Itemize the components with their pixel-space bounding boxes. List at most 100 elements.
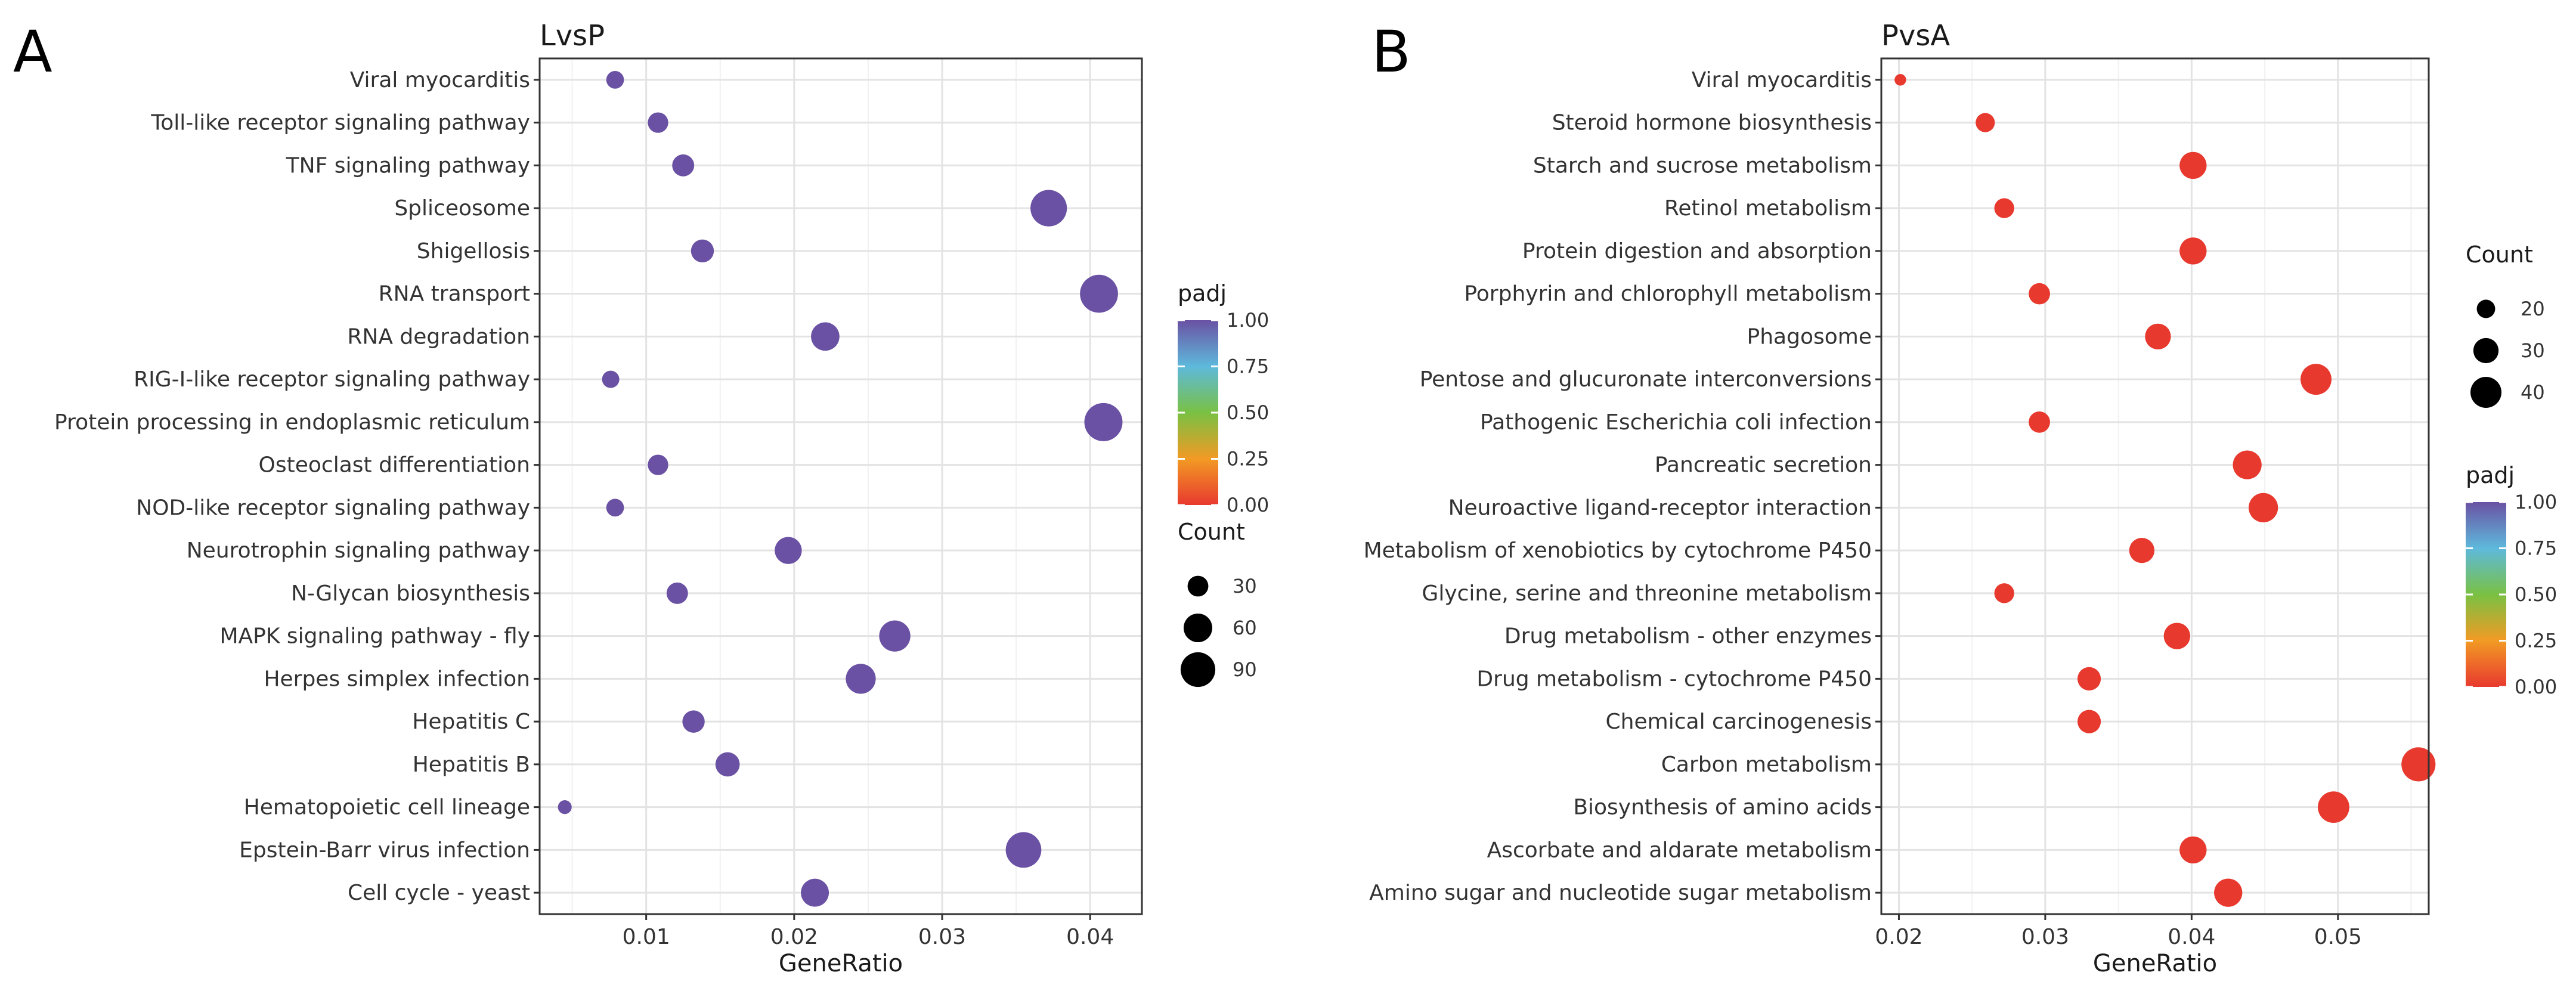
point-nod-like-receptor-signaling-pathway[interactable] [606, 498, 624, 517]
size-legend-key [2470, 377, 2501, 408]
category-label-glycine-serine-and-threonine-metabolism: Glycine, serine and threonine metabolism [1422, 581, 1872, 606]
point-neurotrophin-signaling-pathway[interactable] [775, 537, 802, 564]
size-legend-label: 20 [2521, 298, 2545, 320]
category-label-pathogenic-escherichia-coli-infection: Pathogenic Escherichia coli infection [1480, 410, 1872, 435]
panel-border [538, 57, 1143, 915]
point-rna-transport[interactable] [1080, 274, 1118, 313]
size-legend-title: Count [2466, 241, 2533, 268]
point-mapk-signaling-pathway-fly[interactable] [879, 620, 911, 652]
category-label-shigellosis: Shigellosis [417, 239, 530, 264]
category-label-rna-degradation: RNA degradation [347, 324, 530, 349]
color-legend-title: padj [1178, 280, 1227, 306]
point-retinol-metabolism[interactable] [1994, 198, 2014, 218]
category-label-hepatitis-c: Hepatitis C [412, 710, 530, 734]
size-legend-key [1187, 575, 1209, 597]
category-label-protein-digestion-and-absorption: Protein digestion and absorption [1522, 239, 1872, 264]
point-phagosome[interactable] [2145, 323, 2171, 350]
colorbar-tick-label: 0.00 [2515, 676, 2557, 698]
category-label-tnf-signaling-pathway: TNF signaling pathway [286, 153, 530, 178]
size-legend-key [2473, 337, 2499, 364]
colorbar-tick-label: 0.75 [1227, 355, 1269, 378]
size-legend-key [1180, 652, 1216, 688]
point-drug-metabolism-cytochrome-p450[interactable] [2077, 667, 2101, 690]
point-porphyrin-and-chlorophyll-metabolism[interactable] [2029, 283, 2050, 305]
panel-b: B PvsA Viral myocarditis Steroid hormone bi… [1364, 18, 2558, 977]
point-protein-digestion-and-absorption[interactable] [2179, 237, 2207, 265]
category-label-viral-myocarditis: Viral myocarditis [1692, 68, 1872, 92]
point-pancreatic-secretion[interactable] [2233, 450, 2262, 479]
category-label-herpes-simplex-infection: Herpes simplex infection [264, 667, 530, 691]
panel-border [1880, 57, 2430, 915]
point-osteoclast-differentiation[interactable] [648, 454, 668, 475]
plot-background [540, 58, 1142, 914]
category-label-protein-processing-in-endoplasmic-reticulum: Protein processing in endoplasmic reticu… [54, 410, 530, 435]
point-tnf-signaling-pathway[interactable] [672, 154, 695, 176]
x-tick-label: 0.03 [2021, 925, 2069, 949]
point-neuroactive-ligand-receptor-interaction[interactable] [2249, 493, 2278, 522]
category-label-epstein-barr-virus-infection: Epstein-Barr virus infection [239, 838, 530, 862]
category-label-osteoclast-differentiation: Osteoclast differentiation [259, 453, 530, 478]
point-herpes-simplex-infection[interactable] [846, 664, 876, 694]
point-rig-i-like-receptor-signaling-pathway[interactable] [602, 370, 620, 388]
category-label-steroid-hormone-biosynthesis: Steroid hormone biosynthesis [1552, 111, 1872, 135]
point-amino-sugar-and-nucleotide-sugar-metabolism[interactable] [2214, 878, 2243, 907]
point-shigellosis[interactable] [691, 239, 714, 263]
category-label-carbon-metabolism: Carbon metabolism [1661, 753, 1872, 777]
point-drug-metabolism-other-enzymes[interactable] [2163, 623, 2191, 649]
point-protein-processing-in-endoplasmic-reticulum[interactable] [1084, 402, 1123, 441]
category-label-starch-and-sucrose-metabolism: Starch and sucrose metabolism [1533, 153, 1872, 178]
panel-title: PvsA [1881, 19, 1950, 52]
size-legend-label: 60 [1233, 617, 1257, 639]
point-glycine-serine-and-threonine-metabolism[interactable] [1994, 583, 2014, 603]
category-label-hematopoietic-cell-lineage: Hematopoietic cell lineage [244, 795, 530, 820]
point-cell-cycle-yeast[interactable] [801, 878, 829, 907]
plot-background [1881, 58, 2429, 914]
category-label-cell-cycle-yeast: Cell cycle - yeast [348, 881, 530, 905]
category-label-rig-i-like-receptor-signaling-pathway: RIG-I-like receptor signaling pathway [134, 367, 530, 392]
panel-letter: B [1371, 18, 1411, 85]
x-axis-title: GeneRatio [2093, 950, 2217, 977]
point-pentose-and-glucuronate-interconversions[interactable] [2301, 364, 2332, 395]
point-chemical-carcinogenesis[interactable] [2077, 710, 2101, 733]
point-rna-degradation[interactable] [811, 322, 840, 351]
category-label-toll-like-receptor-signaling-pathway: Toll-like receptor signaling pathway [150, 111, 530, 135]
panel-a: A LvsP Viral myocarditis Toll-like receptor… [13, 18, 1269, 977]
panel-letter: A [13, 18, 52, 85]
point-toll-like-receptor-signaling-pathway[interactable] [648, 112, 668, 133]
category-label-retinol-metabolism: Retinol metabolism [1664, 196, 1872, 221]
category-label-nod-like-receptor-signaling-pathway: NOD-like receptor signaling pathway [136, 496, 530, 520]
panel-title: LvsP [540, 19, 605, 52]
x-tick-label: 0.04 [2168, 925, 2215, 949]
category-label-neuroactive-ligand-receptor-interaction: Neuroactive ligand-receptor interaction [1448, 496, 1872, 520]
size-legend-key [1183, 613, 1213, 643]
category-label-pancreatic-secretion: Pancreatic secretion [1655, 453, 1872, 478]
point-viral-myocarditis[interactable] [1894, 74, 1906, 86]
point-spliceosome[interactable] [1030, 190, 1067, 227]
point-metabolism-of-xenobiotics-by-cytochrome-p450[interactable] [2129, 537, 2155, 563]
point-hematopoietic-cell-lineage[interactable] [558, 800, 572, 815]
category-label-viral-myocarditis: Viral myocarditis [350, 68, 530, 92]
x-tick-label: 0.02 [1875, 925, 1922, 949]
point-pathogenic-escherichia-coli-infection[interactable] [2029, 411, 2050, 433]
colorbar-tick-label: 0.00 [1227, 494, 1269, 516]
point-n-glycan-biosynthesis[interactable] [666, 582, 688, 604]
category-label-rna-transport: RNA transport [379, 282, 530, 306]
point-hepatitis-c[interactable] [682, 710, 705, 733]
point-starch-and-sucrose-metabolism[interactable] [2179, 151, 2207, 179]
point-ascorbate-and-aldarate-metabolism[interactable] [2179, 836, 2207, 864]
category-label-ascorbate-and-aldarate-metabolism: Ascorbate and aldarate metabolism [1487, 838, 1872, 862]
size-legend-label: 90 [1233, 658, 1257, 681]
x-axis-title: GeneRatio [779, 950, 903, 977]
point-biosynthesis-of-amino-acids[interactable] [2318, 791, 2349, 823]
point-viral-myocarditis[interactable] [606, 71, 624, 89]
x-tick-label: 0.03 [918, 925, 966, 949]
colorbar-tick-label: 0.50 [1227, 401, 1269, 424]
point-steroid-hormone-biosynthesis[interactable] [1976, 113, 1995, 132]
category-label-drug-metabolism-other-enzymes: Drug metabolism - other enzymes [1504, 624, 1872, 649]
category-label-mapk-signaling-pathway-fly: MAPK signaling pathway - fly [219, 624, 530, 649]
point-hepatitis-b[interactable] [715, 752, 740, 777]
colorbar-tick-label: 1.00 [2515, 491, 2557, 513]
category-label-metabolism-of-xenobiotics-by-cytochrome-p450: Metabolism of xenobiotics by cytochrome … [1364, 538, 1872, 563]
point-epstein-barr-virus-infection[interactable] [1005, 832, 1042, 868]
point-carbon-metabolism[interactable] [2401, 747, 2436, 782]
